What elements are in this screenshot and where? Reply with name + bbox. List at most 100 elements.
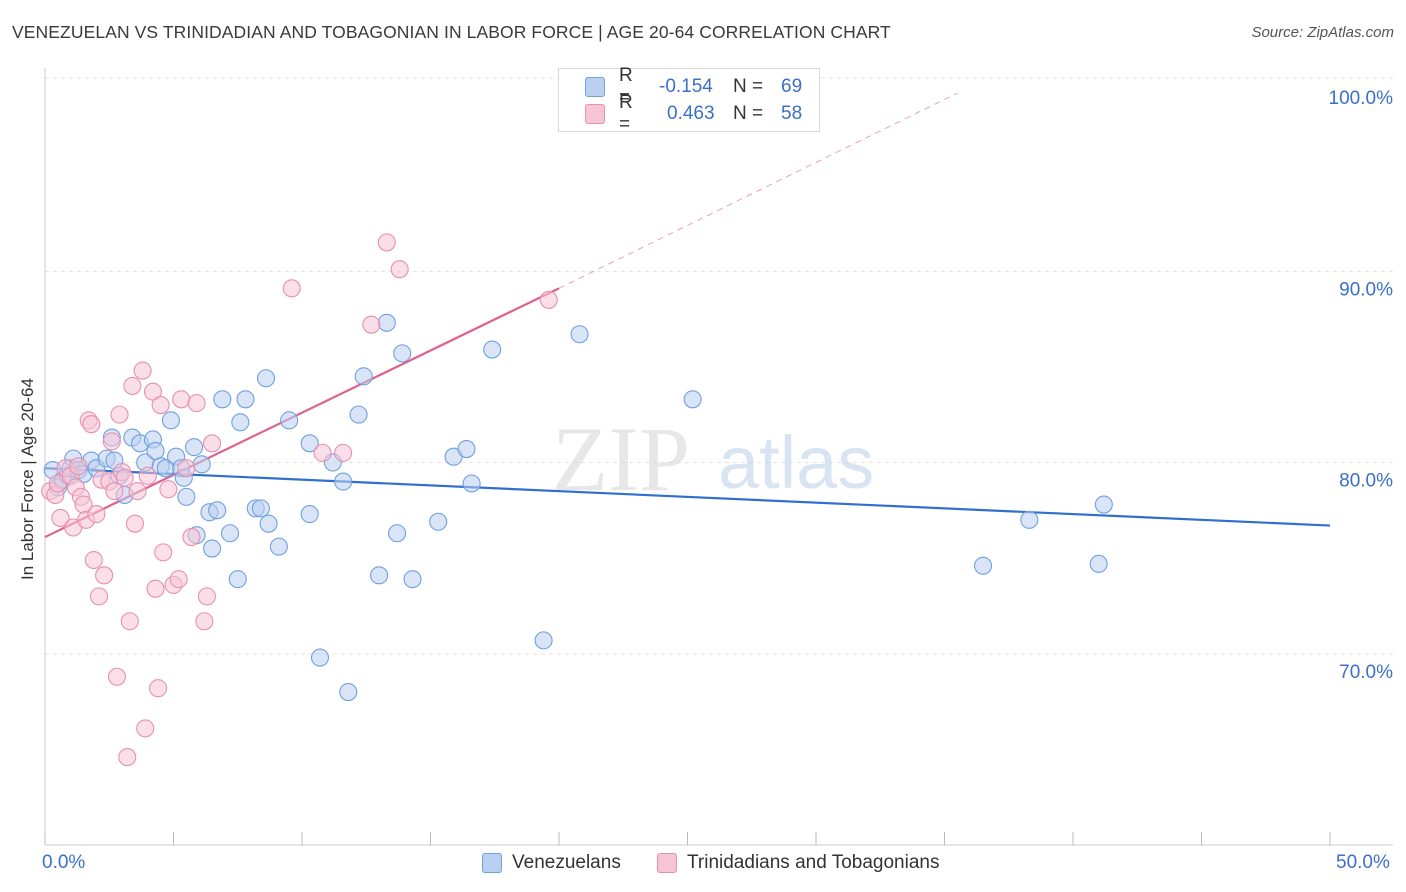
data-point	[128, 482, 147, 501]
source-credit: Source: ZipAtlas.com	[1251, 24, 1394, 41]
data-point	[102, 432, 121, 451]
data-point	[339, 682, 358, 702]
legend-item-venezuelans[interactable]: Venezuelans	[482, 852, 621, 874]
watermark-atlas: atlas	[718, 421, 874, 504]
axes	[44, 68, 1393, 846]
data-point	[51, 508, 70, 527]
legend-n-value: 58	[781, 103, 803, 124]
data-point	[177, 487, 196, 506]
data-point	[154, 543, 173, 562]
y-tick-labels: 100.0% 90.0% 80.0% 70.0%	[1329, 88, 1394, 683]
data-point	[362, 315, 381, 334]
legend-n-label: N =	[733, 103, 764, 124]
data-point	[973, 556, 993, 575]
data-point	[251, 499, 270, 518]
legend-r-value: -0.154	[659, 76, 713, 97]
data-point	[683, 390, 702, 409]
legend-label-trinidadians: Trinidadians and Tobagonians	[687, 852, 940, 873]
y-tick-label: 90.0%	[1339, 279, 1393, 300]
data-point	[159, 480, 178, 499]
data-point	[87, 505, 106, 524]
data-point	[483, 340, 502, 359]
data-point	[213, 390, 232, 409]
y-tick-label: 70.0%	[1339, 662, 1393, 683]
data-point	[393, 344, 412, 363]
data-point	[115, 468, 134, 487]
data-point	[390, 260, 409, 279]
data-point	[143, 382, 162, 401]
x-tick-min: 0.0%	[42, 852, 86, 873]
data-point	[69, 457, 88, 476]
data-point	[203, 539, 222, 558]
data-point	[1094, 495, 1113, 514]
data-point	[89, 587, 109, 606]
data-point	[334, 443, 353, 462]
legend-n-label: N =	[733, 76, 764, 97]
legend-row-trinidadians: R = 0.463 N = 58	[585, 92, 803, 135]
data-point	[1020, 510, 1039, 529]
legend-swatch-blue	[585, 77, 605, 97]
data-point	[310, 648, 330, 667]
data-point	[236, 390, 255, 409]
data-point	[534, 631, 553, 650]
data-point	[403, 570, 422, 589]
data-point	[269, 537, 288, 556]
trend-extension-trinidadians	[558, 92, 958, 289]
data-point	[125, 514, 144, 533]
data-point	[82, 415, 101, 434]
trend-line-venezuelans	[44, 467, 1331, 527]
data-point	[107, 667, 127, 686]
data-point	[123, 376, 142, 395]
chart-title: VENEZUELAN VS TRINIDADIAN AND TOBAGONIAN…	[12, 22, 891, 42]
data-point	[1089, 554, 1108, 573]
legend-swatch-pink	[657, 853, 677, 873]
data-point	[177, 459, 196, 478]
data-point	[282, 279, 301, 298]
legend-row-venezuelans: R = -0.154 N = 69	[585, 65, 803, 108]
data-point	[120, 612, 139, 631]
data-point	[370, 566, 389, 585]
data-point	[197, 587, 216, 606]
data-point	[146, 441, 165, 461]
data-point	[203, 434, 222, 453]
data-points	[41, 233, 1113, 767]
data-point	[110, 405, 129, 424]
data-point	[259, 514, 278, 533]
data-point	[377, 233, 396, 252]
data-point	[231, 413, 250, 432]
data-point	[185, 438, 204, 457]
data-point	[172, 390, 191, 409]
data-point	[280, 411, 299, 430]
legend-n-value: 69	[781, 76, 803, 97]
gridlines	[45, 77, 1393, 655]
data-point	[161, 411, 180, 430]
data-point	[149, 679, 168, 698]
data-point	[187, 394, 206, 413]
data-point	[539, 290, 558, 309]
data-point	[105, 482, 124, 501]
data-point	[133, 361, 152, 380]
data-point	[256, 369, 276, 388]
legend-item-trinidadians[interactable]: Trinidadians and Tobagonians	[657, 852, 939, 874]
data-point	[300, 434, 319, 453]
data-point	[388, 524, 407, 543]
data-point	[429, 512, 448, 531]
data-point	[95, 566, 114, 585]
data-point	[195, 612, 214, 631]
data-point	[146, 579, 165, 598]
y-tick-label: 100.0%	[1329, 88, 1394, 109]
data-point	[377, 313, 396, 332]
data-point	[118, 748, 137, 767]
data-point	[169, 570, 188, 589]
data-point	[462, 474, 481, 493]
x-tick-max: 50.0%	[1336, 852, 1390, 873]
legend-r-label: R =	[619, 65, 633, 108]
data-point	[151, 395, 170, 415]
data-point	[334, 472, 353, 491]
series-legend: Venezuelans Trinidadians and Tobagonians	[0, 852, 1406, 876]
data-point	[313, 443, 332, 462]
data-point	[300, 505, 319, 524]
y-tick-label: 80.0%	[1339, 471, 1393, 492]
data-point	[84, 550, 103, 570]
